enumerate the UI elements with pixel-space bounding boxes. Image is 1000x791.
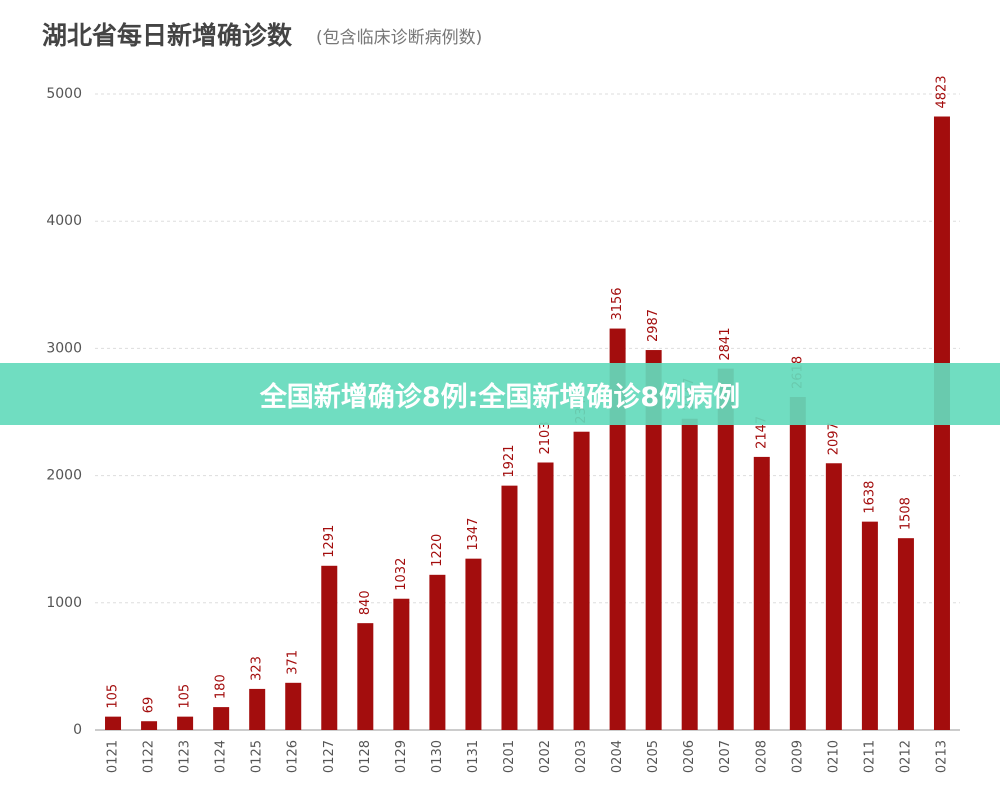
value-label: 105 — [178, 684, 193, 709]
bar — [897, 538, 914, 730]
value-label: 69 — [142, 697, 157, 714]
value-label: 2841 — [718, 328, 733, 361]
value-label: 1921 — [502, 445, 517, 478]
value-label: 1508 — [898, 497, 913, 530]
x-tick-label: 0204 — [610, 740, 625, 773]
value-label: 2103 — [538, 421, 553, 454]
value-label: 840 — [358, 590, 373, 615]
value-label: 323 — [250, 656, 265, 681]
bar — [573, 431, 590, 730]
x-tick-label: 0124 — [214, 740, 229, 773]
y-tick-label: 0 — [73, 722, 82, 738]
x-tick-label: 0207 — [718, 740, 733, 773]
value-label: 1347 — [466, 518, 481, 551]
bar — [789, 396, 806, 730]
value-label: 1220 — [430, 534, 445, 567]
bar — [105, 716, 122, 730]
bar — [177, 716, 194, 730]
bar — [645, 350, 662, 730]
x-tick-label: 0125 — [250, 740, 265, 773]
bar — [465, 558, 482, 730]
x-tick-label: 0123 — [178, 740, 193, 773]
x-tick-label: 0205 — [646, 740, 661, 773]
bar — [141, 721, 158, 730]
bar — [825, 463, 842, 730]
bar — [213, 707, 230, 730]
bar — [861, 521, 878, 730]
bar — [609, 328, 626, 730]
y-tick-label: 3000 — [46, 340, 82, 356]
chart-subtitle: (包含临床诊断病例数) — [316, 28, 482, 48]
x-tick-label: 0203 — [574, 740, 589, 773]
x-tick-label: 0126 — [286, 740, 301, 773]
value-label: 180 — [214, 674, 229, 699]
bar — [537, 462, 554, 730]
chart-title: 湖北省每日新增确诊数 — [42, 21, 293, 50]
x-tick-label: 0127 — [322, 740, 337, 773]
x-tick-label: 0121 — [106, 740, 121, 773]
bar — [717, 368, 734, 730]
x-tick-label: 0130 — [430, 740, 445, 773]
bar — [429, 574, 446, 730]
x-tick-label: 0212 — [898, 740, 913, 773]
x-tick-label: 0128 — [358, 740, 373, 773]
y-tick-label: 4000 — [46, 213, 82, 229]
x-tick-label: 0122 — [142, 740, 157, 773]
x-tick-label: 0211 — [862, 740, 877, 773]
x-tick-label: 0213 — [934, 740, 949, 773]
x-tick-label: 0202 — [538, 740, 553, 773]
value-label: 3156 — [610, 287, 625, 320]
value-label: 4823 — [934, 75, 949, 108]
value-label: 371 — [286, 650, 301, 675]
x-tick-label: 0209 — [790, 740, 805, 773]
bar — [501, 485, 518, 730]
y-tick-label: 5000 — [46, 86, 82, 102]
y-tick-label: 1000 — [46, 595, 82, 611]
banner: 全国新增确诊8例:全国新增确诊8例病例 — [0, 363, 1000, 425]
x-tick-label: 0206 — [682, 740, 697, 773]
x-tick-label: 0129 — [394, 740, 409, 773]
value-label: 2097 — [826, 422, 841, 455]
x-tick-label: 0210 — [826, 740, 841, 773]
bar — [753, 456, 770, 730]
bar — [285, 682, 302, 730]
x-tick-label: 0131 — [466, 740, 481, 773]
value-label: 1638 — [862, 481, 877, 514]
value-label: 1291 — [322, 525, 337, 558]
bar — [321, 565, 338, 730]
x-tick-label: 0201 — [502, 740, 517, 773]
value-label: 2987 — [646, 309, 661, 342]
y-tick-label: 2000 — [46, 468, 82, 484]
bar — [393, 598, 410, 730]
value-label: 105 — [106, 684, 121, 709]
value-label: 1032 — [394, 558, 409, 591]
bar — [357, 623, 374, 730]
bar — [681, 418, 698, 730]
bar — [249, 688, 266, 730]
x-tick-label: 0208 — [754, 740, 769, 773]
